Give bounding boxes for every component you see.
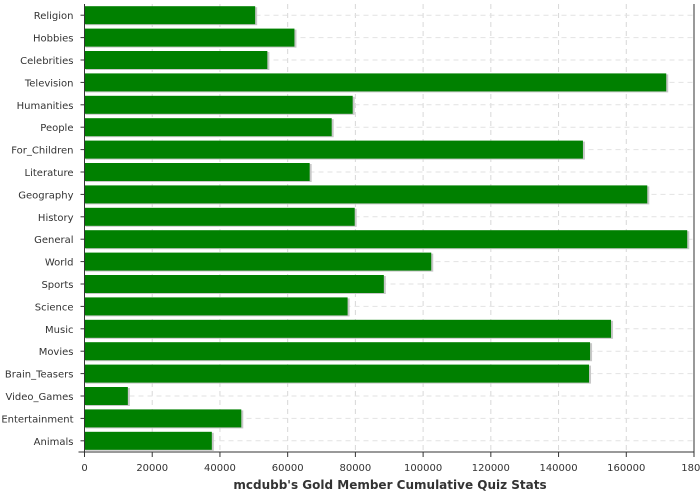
x-tick-label: 140000 [539, 463, 577, 474]
bar-music [84, 319, 612, 338]
category-label: World [45, 258, 74, 269]
x-tick-label: 100000 [404, 463, 442, 474]
category-label: Brain_Teasers [5, 370, 74, 381]
category-label: Celebrities [20, 56, 73, 67]
bar-literature [84, 163, 310, 181]
category-label: Sports [41, 280, 73, 291]
bar-hobbies [84, 28, 295, 47]
bar-history [84, 207, 355, 226]
bar-television [84, 73, 667, 92]
grid [84, 4, 695, 452]
x-axis-label: mcdubb's Gold Member Cumulative Quiz Sta… [233, 478, 546, 492]
category-label: Hobbies [33, 34, 73, 45]
category-label: Humanities [17, 101, 74, 112]
category-label: General [34, 235, 73, 246]
bar-religion [84, 6, 256, 25]
x-tick-label: 40000 [204, 463, 236, 474]
category-label: Science [35, 302, 74, 313]
axes: Religion Hobbies Celebrities Television Huma… [1, 4, 700, 474]
x-tick-label: 120000 [472, 463, 510, 474]
bar-video_games [84, 387, 128, 405]
x-tick-label: 160000 [607, 463, 645, 474]
bar-celebrities [84, 51, 268, 69]
category-label: Music [45, 325, 73, 336]
category-label: Entertainment [1, 414, 73, 425]
bar-science [84, 297, 348, 316]
bar-general [84, 230, 688, 249]
category-label: History [38, 213, 74, 224]
category-label: Movies [39, 347, 74, 358]
category-label: People [40, 123, 73, 134]
category-label: For_Children [11, 146, 73, 157]
x-tick-label: 20000 [136, 463, 168, 474]
category-label: Animals [34, 437, 74, 448]
bar-humanities [84, 95, 353, 114]
bar-movies [84, 342, 591, 361]
bars [84, 6, 690, 451]
bar-geography [84, 185, 648, 204]
category-label: Television [24, 78, 74, 89]
bar-sports [84, 275, 384, 293]
x-tick-label: 0 [81, 463, 87, 474]
x-tick-label: 80000 [339, 463, 371, 474]
category-label: Religion [34, 11, 74, 22]
bar-entertainment [84, 409, 242, 428]
category-label: Literature [25, 168, 74, 179]
category-label: Video_Games [6, 392, 74, 403]
bar-world [84, 252, 432, 271]
category-label: Geography [18, 190, 73, 201]
bar-for_children [84, 140, 583, 159]
bar-people [84, 118, 332, 137]
bar-animals [84, 431, 212, 450]
x-tick-label: 1800 [681, 463, 700, 474]
bar-brain_teasers [84, 364, 590, 383]
x-tick-label: 60000 [272, 463, 304, 474]
